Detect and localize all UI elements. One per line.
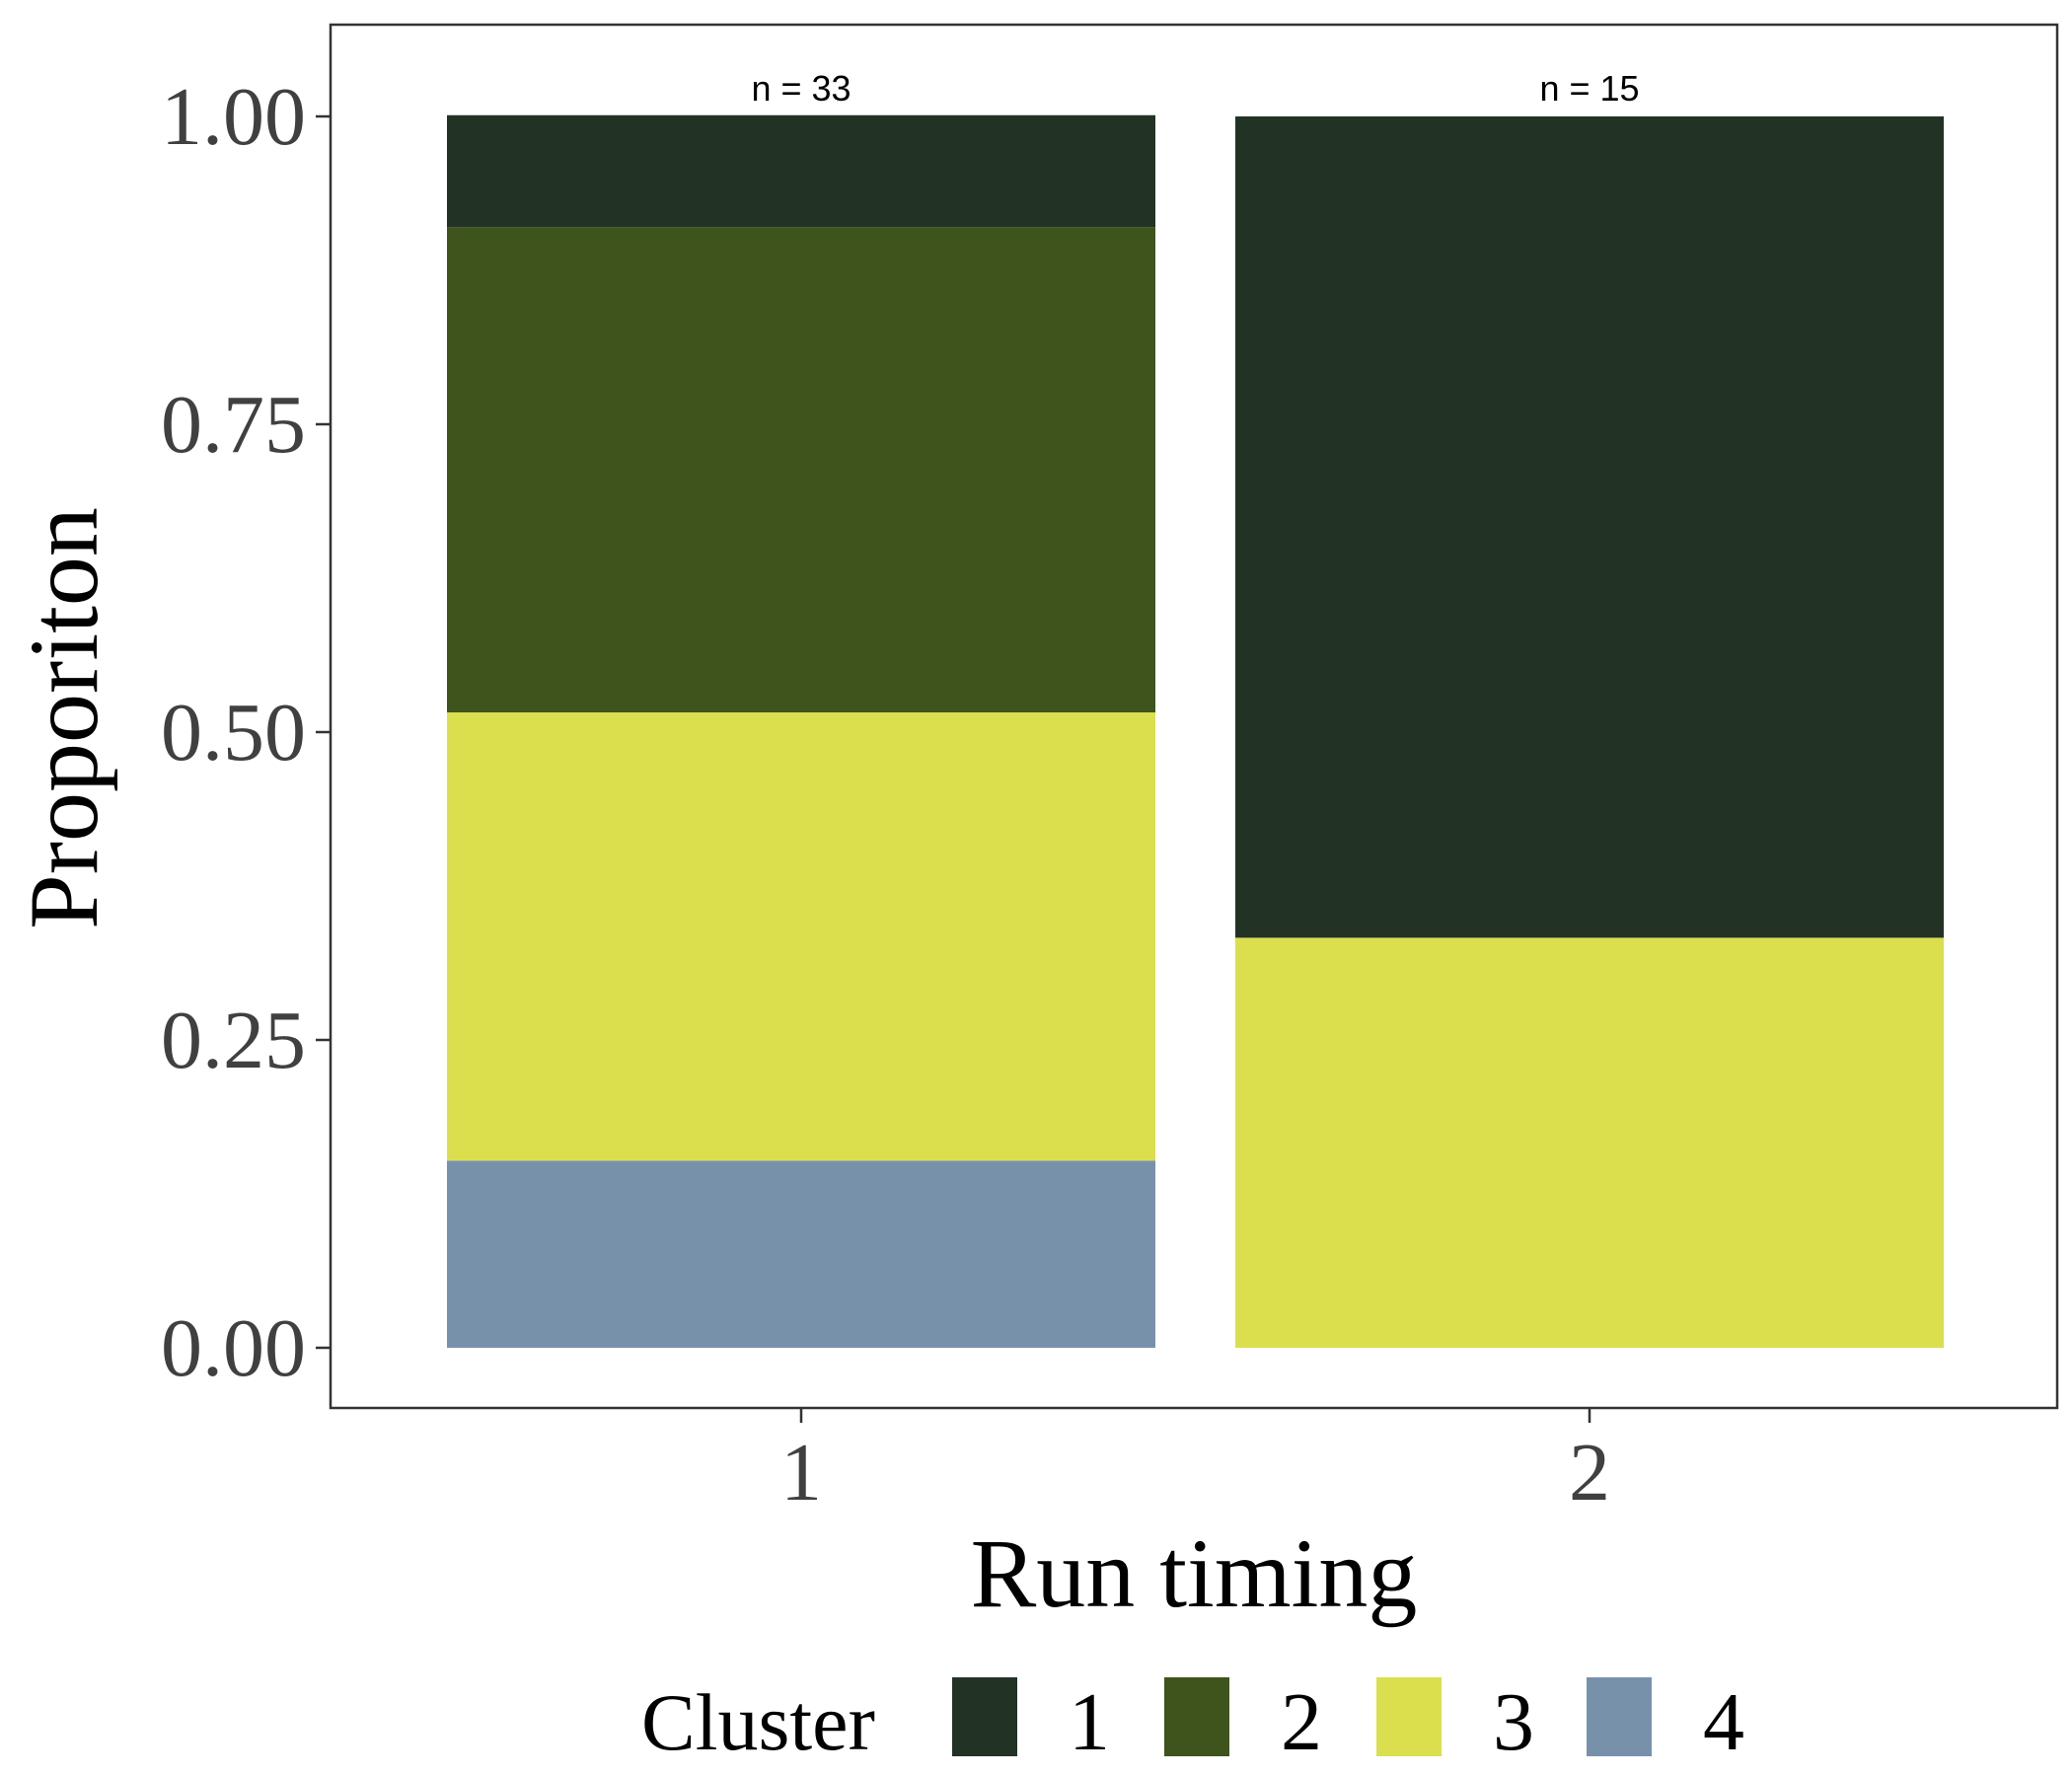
legend-key-3 [1376, 1677, 1442, 1756]
plot-panel-border [329, 23, 2059, 1410]
n-label: n = 33 [751, 68, 851, 109]
legend-key-2 [1164, 1677, 1229, 1756]
y-tick-label: 0.00 [161, 1302, 306, 1394]
legend-label-4: 4 [1703, 1676, 1744, 1768]
legend-label-3: 3 [1493, 1676, 1534, 1768]
x-axis-title: Run timing [971, 1518, 1418, 1628]
n-labels: n = 33 n = 15 [751, 68, 1639, 109]
y-axis-title: Proporiton [9, 507, 118, 929]
legend-label-1: 1 [1069, 1676, 1110, 1768]
y-tick-label: 0.25 [161, 995, 306, 1086]
y-axis: 0.00 0.25 0.50 0.75 1.00 [161, 71, 331, 1394]
legend-label-2: 2 [1281, 1676, 1322, 1768]
bar-segment-cat2-cluster1 [1235, 116, 1944, 938]
legend-title: Cluster [641, 1677, 875, 1767]
x-tick-label: 1 [780, 1427, 822, 1518]
y-tick-label: 0.75 [161, 379, 306, 471]
y-tick-label: 0.50 [161, 687, 306, 778]
bar-segment-cat1-cluster1 [447, 114, 1155, 228]
legend: Cluster 1 2 3 4 [641, 1676, 1744, 1768]
bar-segment-cat2-cluster3 [1235, 937, 1944, 1348]
legend-key-4 [1587, 1677, 1652, 1756]
n-label: n = 15 [1539, 68, 1639, 109]
y-tick-label: 1.00 [161, 71, 306, 163]
bars-layer [447, 114, 1944, 1348]
bar-segment-cat1-cluster3 [447, 712, 1155, 1161]
legend-key-1 [952, 1677, 1017, 1756]
bar-segment-cat1-cluster2 [447, 227, 1155, 713]
x-tick-label: 2 [1569, 1427, 1610, 1518]
bar-segment-cat1-cluster4 [447, 1160, 1155, 1348]
